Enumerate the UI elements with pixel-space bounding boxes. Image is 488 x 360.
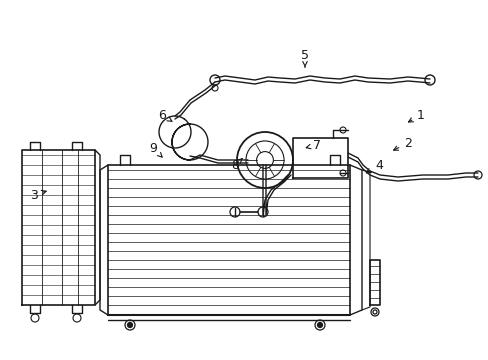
Text: 4: 4: [366, 158, 382, 173]
Text: 1: 1: [407, 108, 424, 122]
Text: 6: 6: [158, 108, 172, 122]
Circle shape: [127, 323, 132, 328]
Text: 2: 2: [393, 136, 411, 150]
Text: 7: 7: [305, 139, 320, 152]
Circle shape: [317, 323, 322, 328]
Text: 3: 3: [30, 189, 46, 202]
Text: 9: 9: [149, 141, 162, 157]
Text: 5: 5: [301, 49, 308, 67]
Text: 8: 8: [230, 158, 242, 171]
